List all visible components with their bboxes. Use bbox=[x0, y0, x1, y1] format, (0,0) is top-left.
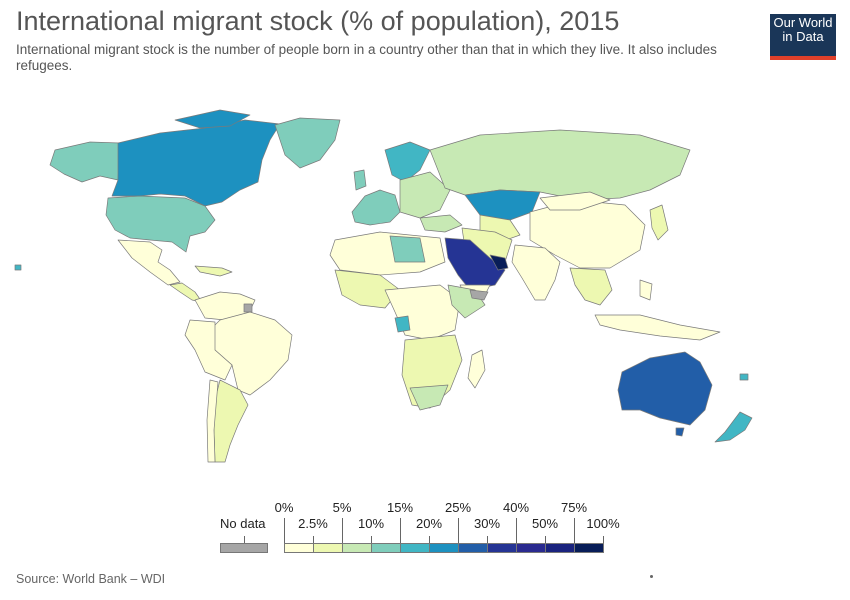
logo-line-1: Our World bbox=[770, 16, 836, 30]
owid-logo[interactable]: Our World in Data bbox=[770, 14, 836, 56]
legend-tick-line bbox=[487, 536, 488, 543]
legend-tick-line bbox=[545, 536, 546, 543]
legend-bin-4 bbox=[400, 543, 430, 553]
legend-tick-label-top: 25% bbox=[445, 500, 471, 515]
legend-bin-3 bbox=[371, 543, 401, 553]
legend-bin-6 bbox=[458, 543, 488, 553]
legend-nodata-tick bbox=[244, 536, 245, 543]
region-greenland bbox=[275, 118, 340, 168]
legend-tick-label-bottom: 100% bbox=[586, 516, 619, 531]
legend-tick-line bbox=[574, 518, 575, 543]
region-north-africa bbox=[330, 232, 445, 275]
legend-tick-label-top: 75% bbox=[561, 500, 587, 515]
legend-bin-5 bbox=[429, 543, 459, 553]
region-canada bbox=[112, 120, 280, 206]
legend-tick-label-top: 15% bbox=[387, 500, 413, 515]
legend-bin-10 bbox=[574, 543, 604, 553]
region-french-guiana bbox=[244, 304, 252, 312]
region-new-zealand bbox=[715, 412, 752, 442]
region-turkey bbox=[420, 215, 462, 232]
legend-bin-1 bbox=[313, 543, 343, 553]
region-central-africa bbox=[385, 285, 460, 340]
legend-tick-label-bottom: 20% bbox=[416, 516, 442, 531]
logo-accent-bar bbox=[770, 56, 836, 60]
chart-title: International migrant stock (% of popula… bbox=[16, 6, 619, 37]
legend-bin-8 bbox=[516, 543, 546, 553]
legend-bin-9 bbox=[545, 543, 575, 553]
legend-bin-7 bbox=[487, 543, 517, 553]
region-caribbean bbox=[195, 266, 232, 276]
legend-tick-label-top: 0% bbox=[275, 500, 294, 515]
legend-tick-line bbox=[400, 518, 401, 543]
legend-bin-0 bbox=[284, 543, 314, 553]
legend-tick-label-top: 40% bbox=[503, 500, 529, 515]
legend-tick-label-top: 5% bbox=[333, 500, 352, 515]
region-australia bbox=[618, 352, 712, 425]
region-libya bbox=[390, 236, 425, 262]
region-southeast-asia bbox=[570, 268, 612, 305]
region-indonesia bbox=[595, 315, 720, 340]
color-legend: No data 0% 2.5% 5% 10% 15% 20% 25% 30% 40% 50% 75%… bbox=[0, 500, 850, 560]
region-gabon bbox=[395, 316, 410, 332]
legend-bin-2 bbox=[342, 543, 372, 553]
region-philippines bbox=[640, 280, 652, 300]
chart-subtitle: International migrant stock is the numbe… bbox=[16, 42, 736, 74]
legend-tick-label-bottom: 2.5% bbox=[298, 516, 328, 531]
legend-nodata-swatch bbox=[220, 543, 268, 553]
legend-tick-line bbox=[284, 518, 285, 543]
legend-tick-label-bottom: 50% bbox=[532, 516, 558, 531]
legend-tick-line bbox=[342, 518, 343, 543]
region-south-africa bbox=[410, 385, 448, 410]
decorative-dot bbox=[650, 575, 653, 578]
region-uk bbox=[354, 170, 366, 190]
legend-tick-line bbox=[429, 536, 430, 543]
source-note: Source: World Bank – WDI bbox=[16, 572, 165, 586]
region-madagascar bbox=[468, 350, 485, 388]
region-alaska bbox=[50, 142, 120, 182]
legend-tick-label-bottom: 10% bbox=[358, 516, 384, 531]
region-kazakhstan bbox=[465, 190, 540, 220]
region-russia bbox=[430, 130, 690, 200]
legend-nodata-label: No data bbox=[220, 516, 266, 531]
region-pacific-islands bbox=[740, 374, 748, 380]
region-western-europe bbox=[352, 190, 400, 225]
region-japan bbox=[650, 205, 668, 240]
world-map bbox=[0, 100, 850, 480]
region-tasmania bbox=[676, 428, 684, 436]
legend-tick-label-bottom: 30% bbox=[474, 516, 500, 531]
legend-tick-line bbox=[516, 518, 517, 543]
region-mexico bbox=[118, 240, 180, 285]
legend-tick-line bbox=[371, 536, 372, 543]
legend-tick-line bbox=[313, 536, 314, 543]
legend-tick-line bbox=[458, 518, 459, 543]
logo-line-2: in Data bbox=[770, 30, 836, 44]
legend-tick-line bbox=[603, 536, 604, 543]
region-hawaii bbox=[15, 265, 21, 270]
